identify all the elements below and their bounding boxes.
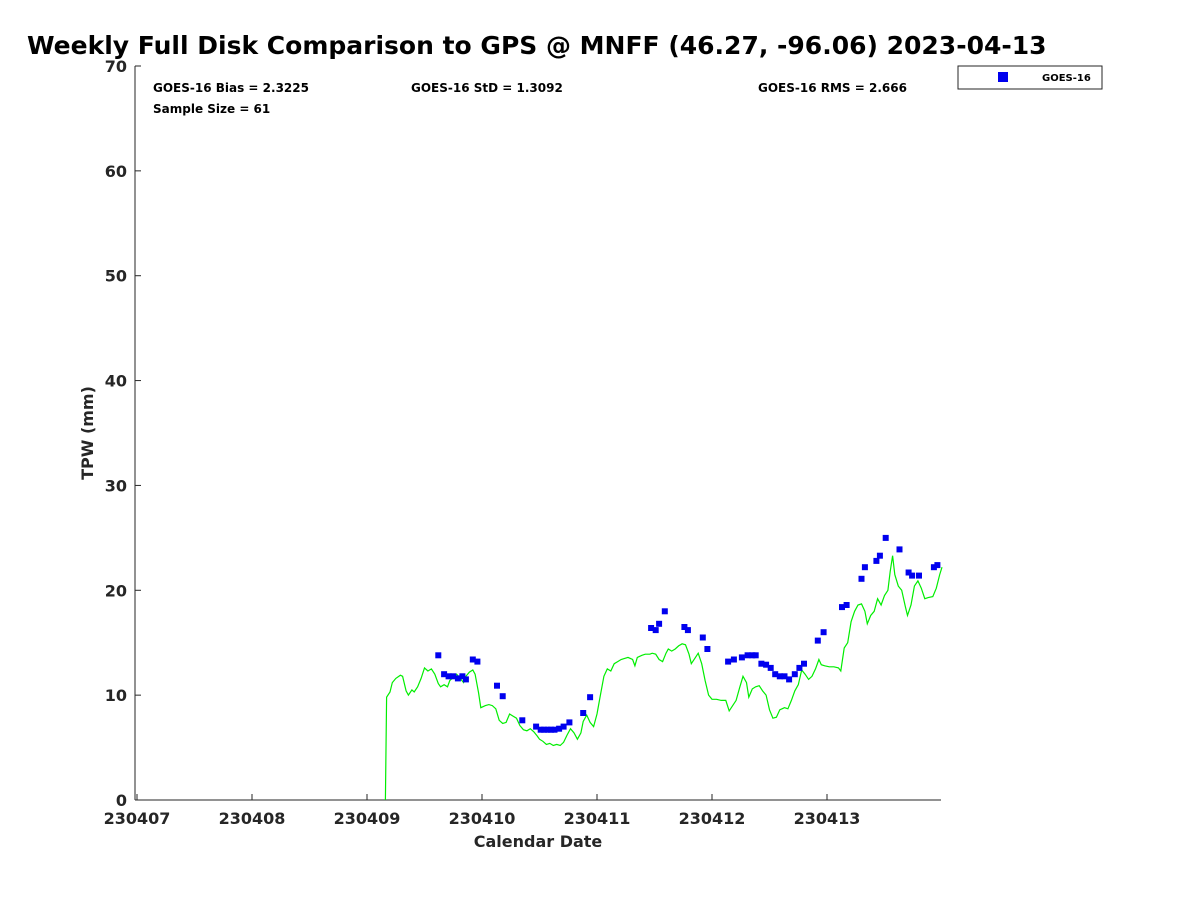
y-tick-label: 10 <box>105 686 127 705</box>
goes16-point <box>758 660 765 667</box>
y-tick-label: 30 <box>105 476 127 495</box>
x-tick-label: 230412 <box>679 809 746 828</box>
goes16-point <box>462 676 469 683</box>
goes16-point <box>445 673 452 680</box>
goes16-point <box>814 637 821 644</box>
goes16-point <box>752 652 759 659</box>
goes16-point <box>548 726 554 733</box>
y-tick-label: 20 <box>105 581 127 600</box>
goes16-point <box>441 671 448 678</box>
goes16-point <box>767 664 774 671</box>
goes16-point <box>772 671 779 678</box>
legend-label-goes16: GOES-16 <box>1042 73 1091 84</box>
goes16-point <box>580 710 587 716</box>
goes16-point <box>454 675 461 682</box>
goes16-point <box>909 572 916 579</box>
sample-size-stat: Sample Size = 61 <box>153 102 270 116</box>
goes16-point <box>499 693 506 700</box>
goes16-point <box>858 575 865 582</box>
goes16-point <box>796 664 803 671</box>
goes16-point <box>896 546 903 553</box>
goes16-point <box>749 652 756 659</box>
goes16-point <box>544 726 551 733</box>
y-tick-label: 40 <box>105 372 127 391</box>
goes16-point <box>843 602 850 608</box>
bias-stat: GOES-16 Bias = 2.3225 <box>153 81 309 95</box>
y-axis-label: TPW (mm) <box>78 386 97 480</box>
y-axis-ticks: 0 10 20 30 40 50 60 70 <box>105 57 141 810</box>
legend-marker-goes16 <box>998 72 1008 82</box>
x-tick-label: 230408 <box>219 809 286 828</box>
goes16-point <box>684 627 691 634</box>
x-tick-label: 230407 <box>104 809 171 828</box>
goes16-point <box>882 534 889 541</box>
goes16-point <box>661 608 668 615</box>
goes16-point <box>556 725 563 732</box>
goes16-point <box>876 552 883 559</box>
goes16-point <box>744 652 751 659</box>
goes16-point <box>820 629 827 636</box>
goes16-point <box>704 646 711 652</box>
chart-title: Weekly Full Disk Comparison to GPS @ MNF… <box>27 31 1047 60</box>
goes16-point <box>934 562 941 569</box>
legend-box <box>957 65 1103 90</box>
rms-stat: GOES-16 RMS = 2.666 <box>758 81 907 95</box>
x-axis-label: Calendar Date <box>474 832 603 851</box>
goes16-point <box>699 634 706 641</box>
goes16-point <box>652 627 659 634</box>
goes16-point <box>435 652 442 659</box>
y-tick-label: 60 <box>105 162 127 181</box>
goes16-scatter-series <box>435 534 941 733</box>
goes16-point <box>494 682 500 689</box>
goes16-point <box>725 658 732 665</box>
goes16-point <box>551 726 558 733</box>
goes16-point <box>450 673 457 680</box>
goes16-point <box>474 658 481 665</box>
plot-area <box>135 66 941 800</box>
goes16-point <box>776 673 783 680</box>
goes16-point <box>560 723 567 730</box>
goes16-point <box>656 620 663 627</box>
goes16-point <box>459 673 466 680</box>
x-tick-label: 230411 <box>564 809 631 828</box>
goes16-point <box>786 676 793 683</box>
legend: GOES-16 <box>957 65 1103 90</box>
goes16-point <box>916 572 922 579</box>
gps-line <box>384 555 943 801</box>
x-tick-label: 230409 <box>334 809 401 828</box>
goes16-point <box>930 564 937 571</box>
goes16-point <box>519 717 526 724</box>
y-tick-label: 0 <box>116 791 127 810</box>
goes16-point <box>801 660 807 667</box>
goes16-point <box>648 625 655 631</box>
goes16-point <box>469 656 476 663</box>
x-axis-ticks: 230407 230408 230409 230410 230411 230412 2304… <box>104 794 861 828</box>
y-tick-label: 50 <box>105 267 127 286</box>
y-tick-label: 70 <box>105 57 127 76</box>
goes16-point <box>537 726 544 733</box>
goes16-point <box>730 656 737 663</box>
goes16-point <box>861 564 868 571</box>
goes16-point <box>738 654 745 661</box>
goes16-point <box>533 723 540 730</box>
x-tick-label: 230410 <box>449 809 516 828</box>
goes16-point <box>905 569 912 576</box>
x-tick-label: 230413 <box>794 809 861 828</box>
goes16-point <box>541 726 548 733</box>
goes16-point <box>566 719 573 726</box>
goes16-point <box>839 604 845 611</box>
goes16-point <box>681 624 688 630</box>
goes16-point <box>791 671 798 678</box>
std-stat: GOES-16 StD = 1.3092 <box>411 81 563 95</box>
goes16-point <box>873 557 880 564</box>
goes16-point <box>763 661 770 668</box>
gps-line-series <box>384 555 943 801</box>
goes16-point <box>781 673 788 680</box>
goes16-point <box>587 694 594 701</box>
